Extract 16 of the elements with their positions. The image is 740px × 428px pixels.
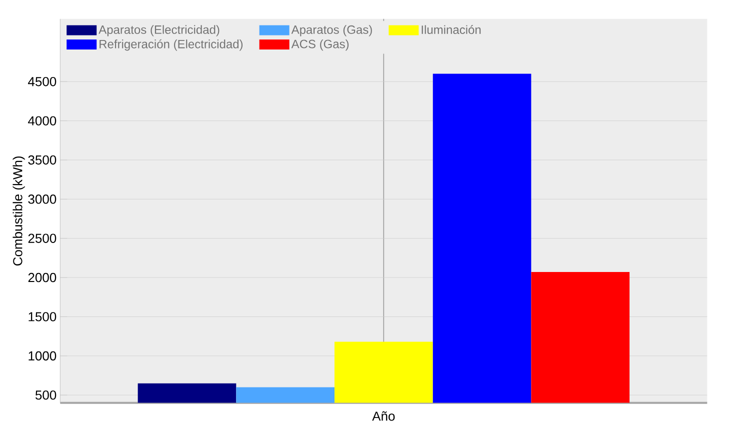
y-tick-label: 1500 <box>28 312 56 322</box>
legend-label: Refrigeración (Electricidad) <box>100 39 243 51</box>
y-axis-title: Combustible (kWh) <box>12 156 25 266</box>
legend-label: Iluminación <box>422 25 481 34</box>
y-tick-label: 3000 <box>28 194 56 204</box>
legend-label: Aparatos (Electricidad) <box>98 25 220 36</box>
y-tick-label: 1000 <box>28 351 56 360</box>
y-tick-label: 2000 <box>28 272 56 282</box>
y-tick-label: 500 <box>35 390 56 400</box>
y-tick-label: 2500 <box>28 234 56 243</box>
y-tick-label: 4000 <box>28 116 56 126</box>
y-tick-label: 3500 <box>28 155 56 165</box>
y-tick-label: 4500 <box>28 77 56 86</box>
legend-label: Aparatos (Gas) <box>291 25 372 36</box>
x-axis-title: Año <box>372 411 395 421</box>
legend-label: ACS (Gas) <box>291 39 349 51</box>
